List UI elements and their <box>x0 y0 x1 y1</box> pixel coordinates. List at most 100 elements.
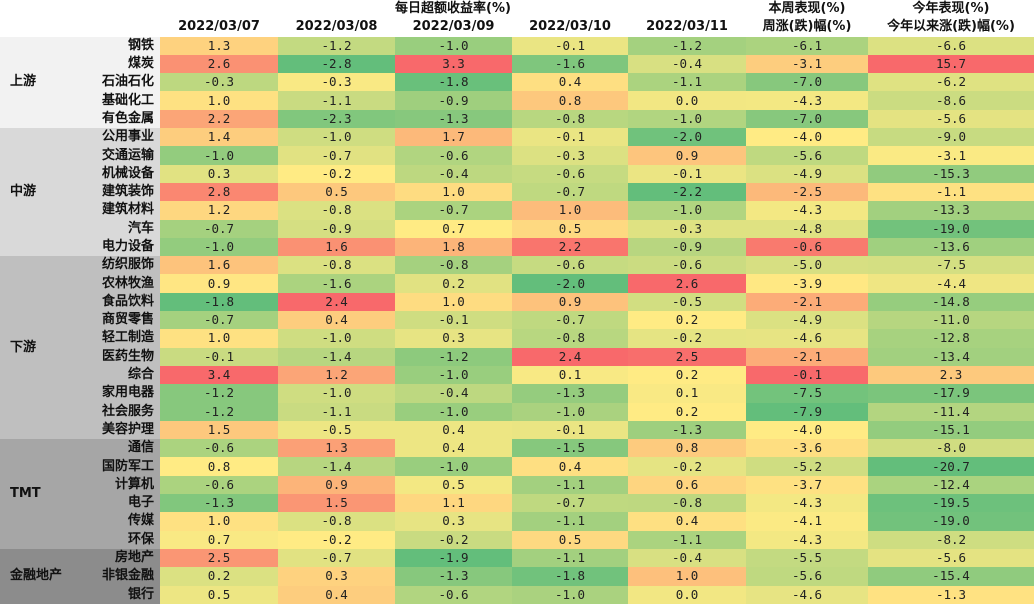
week-change-cell: -3.6 <box>746 439 868 458</box>
daily-return-cell: -0.2 <box>278 530 395 549</box>
table-row: 非银金融 0.2 0.3 -1.3 -1.8 1.0 -5.6 -15.4 <box>0 567 1034 586</box>
industry-label: 农林牧渔 <box>83 274 160 293</box>
daily-return-cell: -1.2 <box>395 347 512 366</box>
daily-return-cell: 0.1 <box>512 365 628 385</box>
ytd-change-cell: 2.3 <box>868 365 1034 385</box>
daily-return-cell: -1.0 <box>160 237 278 257</box>
group-label: 金融地产 <box>0 548 83 604</box>
daily-return-cell: 0.4 <box>512 73 628 92</box>
week-change-cell: -4.0 <box>746 420 868 440</box>
daily-return-cell: -1.0 <box>395 402 512 421</box>
corner-cell <box>0 0 160 19</box>
table-row: 计算机 -0.6 0.9 0.5 -1.1 0.6 -3.7 -12.4 <box>0 475 1034 495</box>
daily-return-cell: -0.7 <box>512 182 628 202</box>
daily-return-cell: 0.9 <box>512 292 628 312</box>
table-row: 食品饮料 -1.8 2.4 1.0 0.9 -0.5 -2.1 -14.8 <box>0 292 1034 312</box>
daily-return-cell: 0.4 <box>628 512 746 531</box>
daily-return-cell: 2.2 <box>160 109 278 129</box>
table-row: 商贸零售 -0.7 0.4 -0.1 -0.7 0.2 -4.9 -11.0 <box>0 311 1034 330</box>
week-change-cell: -5.6 <box>746 146 868 165</box>
week-change-cell: -5.0 <box>746 256 868 275</box>
industry-label: 家用电器 <box>83 384 160 403</box>
daily-return-cell: -0.4 <box>628 548 746 568</box>
table-row: 下游 纺织服饰 1.6 -0.8 -0.8 -0.6 -0.6 -5.0 -7.5 <box>0 256 1034 440</box>
daily-return-cell: -0.8 <box>278 256 395 275</box>
daily-return-cell: -0.2 <box>395 530 512 549</box>
daily-return-cell: 3.4 <box>160 365 278 385</box>
week-change-header: 周涨(跌)幅(%) <box>746 18 868 37</box>
week-change-cell: -4.3 <box>746 530 868 549</box>
daily-return-cell: -1.0 <box>278 329 395 348</box>
daily-return-cell: -0.7 <box>160 219 278 238</box>
date-header: 2022/03/08 <box>278 18 395 37</box>
daily-return-cell: -1.2 <box>160 402 278 421</box>
daily-excess-header: 每日超额收益率(%) <box>160 0 746 19</box>
table-row: 社会服务 -1.2 -1.1 -1.0 -1.0 0.2 -7.9 -11.4 <box>0 402 1034 421</box>
corner-cell-2 <box>0 18 160 37</box>
ytd-change-cell: -5.6 <box>868 548 1034 568</box>
ytd-change-cell: -19.0 <box>868 512 1034 531</box>
daily-return-cell: 0.3 <box>395 512 512 531</box>
daily-return-cell: -1.0 <box>395 365 512 385</box>
daily-return-cell: 1.0 <box>160 91 278 110</box>
daily-return-cell: 0.5 <box>512 530 628 549</box>
daily-return-cell: 0.4 <box>278 311 395 330</box>
daily-return-cell: 1.2 <box>160 201 278 220</box>
daily-return-cell: -2.2 <box>628 182 746 202</box>
table-row: 环保 0.7 -0.2 -0.2 0.5 -1.1 -4.3 -8.2 <box>0 530 1034 549</box>
ytd-change-cell: -15.1 <box>868 420 1034 440</box>
table-row: 有色金属 2.2 -2.3 -1.3 -0.8 -1.0 -7.0 -5.6 <box>0 109 1034 129</box>
table-row: 农林牧渔 0.9 -1.6 0.2 -2.0 2.6 -3.9 -4.4 <box>0 274 1034 293</box>
ytd-change-cell: -8.2 <box>868 530 1034 549</box>
daily-return-cell: -1.0 <box>278 128 395 147</box>
daily-return-cell: 0.3 <box>278 567 395 586</box>
industry-label: 纺织服饰 <box>83 256 160 275</box>
daily-return-cell: -1.8 <box>512 567 628 586</box>
table-row: 建筑材料 1.2 -0.8 -0.7 1.0 -1.0 -4.3 -13.3 <box>0 201 1034 220</box>
industry-label: 机械设备 <box>83 164 160 183</box>
daily-return-cell: -0.8 <box>395 256 512 275</box>
daily-return-cell: -1.2 <box>628 36 746 55</box>
daily-return-cell: 0.2 <box>628 402 746 421</box>
ytd-change-cell: -15.4 <box>868 567 1034 586</box>
table-row: 综合 3.4 1.2 -1.0 0.1 0.2 -0.1 2.3 <box>0 365 1034 385</box>
week-change-cell: -7.9 <box>746 402 868 421</box>
daily-return-cell: -0.1 <box>395 311 512 330</box>
daily-return-cell: -0.6 <box>395 585 512 604</box>
date-header: 2022/03/09 <box>395 18 512 37</box>
industry-label: 商贸零售 <box>83 311 160 330</box>
daily-return-cell: -1.4 <box>278 457 395 476</box>
table-row: 电力设备 -1.0 1.6 1.8 2.2 -0.9 -0.6 -13.6 <box>0 237 1034 257</box>
industry-label: 传媒 <box>83 512 160 531</box>
week-change-cell: -4.0 <box>746 128 868 147</box>
daily-return-cell: 2.6 <box>628 274 746 293</box>
ytd-change-cell: -7.5 <box>868 256 1034 275</box>
table-row: 建筑装饰 2.8 0.5 1.0 -0.7 -2.2 -2.5 -1.1 <box>0 182 1034 202</box>
daily-return-cell: -2.8 <box>278 54 395 74</box>
week-change-cell: -4.8 <box>746 219 868 238</box>
industry-label: 非银金融 <box>83 567 160 586</box>
daily-return-cell: 0.9 <box>628 146 746 165</box>
daily-return-cell: -1.5 <box>512 439 628 458</box>
table-row: 煤炭 2.6 -2.8 3.3 -1.6 -0.4 -3.1 15.7 <box>0 54 1034 74</box>
week-change-cell: -0.1 <box>746 365 868 385</box>
ytd-change-cell: -11.0 <box>868 311 1034 330</box>
daily-return-cell: -0.1 <box>512 420 628 440</box>
daily-return-cell: -0.2 <box>628 329 746 348</box>
week-change-cell: -0.6 <box>746 237 868 257</box>
daily-return-cell: -1.0 <box>278 384 395 403</box>
daily-return-cell: -0.9 <box>628 237 746 257</box>
daily-return-cell: -2.3 <box>278 109 395 129</box>
ytd-change-cell: -9.0 <box>868 128 1034 147</box>
ytd-change-cell: -13.4 <box>868 347 1034 366</box>
daily-return-cell: -1.2 <box>278 36 395 55</box>
industry-label: 基础化工 <box>83 91 160 110</box>
ytd-change-cell: -11.4 <box>868 402 1034 421</box>
daily-return-cell: -0.8 <box>278 512 395 531</box>
daily-return-cell: 2.5 <box>628 347 746 366</box>
daily-return-cell: 1.0 <box>395 182 512 202</box>
ytd-change-cell: -1.3 <box>868 585 1034 604</box>
table-row: 基础化工 1.0 -1.1 -0.9 0.8 0.0 -4.3 -8.6 <box>0 91 1034 110</box>
daily-return-cell: 2.2 <box>512 237 628 257</box>
